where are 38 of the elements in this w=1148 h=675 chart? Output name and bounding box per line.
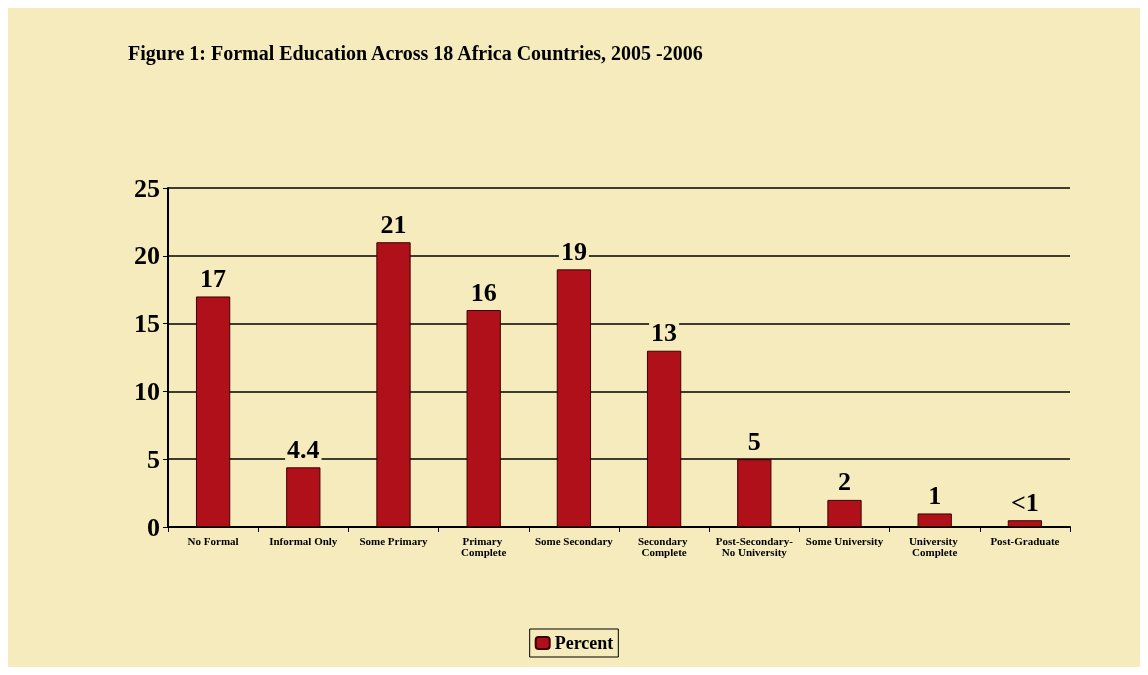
data-label: 2 xyxy=(838,467,851,497)
bar xyxy=(1007,520,1043,527)
data-label: 1 xyxy=(928,480,942,510)
x-tick-label: Post-Graduate xyxy=(990,534,1060,547)
bar xyxy=(917,513,952,527)
bar xyxy=(827,499,862,527)
y-tick-label: 10 xyxy=(134,376,160,406)
x-tick-label: Some University xyxy=(805,534,884,547)
bar xyxy=(466,310,501,527)
x-tick-label: No Formal xyxy=(187,534,239,547)
x-tick-label: Some Secondary xyxy=(534,534,614,547)
x-tick-label: University Complete xyxy=(908,534,961,558)
legend-label: Percent xyxy=(554,633,614,653)
data-label: 4.4 xyxy=(287,434,320,464)
data-label: 16 xyxy=(470,277,497,307)
bar xyxy=(646,350,682,527)
data-label: 21 xyxy=(380,209,407,239)
y-tick-label: 20 xyxy=(134,241,160,271)
x-tick-label: Informal Only xyxy=(269,534,338,547)
y-tick-label: 5 xyxy=(147,444,160,474)
y-tick-label: 15 xyxy=(134,309,160,339)
bar xyxy=(376,242,411,527)
bar xyxy=(286,467,321,527)
x-tick-label: Post-Secondary-No University xyxy=(715,534,794,558)
x-tick-label: Primary Complete xyxy=(461,534,507,558)
data-label: <1 xyxy=(1010,487,1039,517)
chart-title: Figure 1: Formal Education Across 18 Africa Countries, 2005 -2006 xyxy=(128,42,703,65)
data-label: 19 xyxy=(560,236,587,266)
y-tick-label: 0 xyxy=(147,512,160,542)
y-tick-label: 25 xyxy=(134,173,160,203)
bar xyxy=(737,459,772,527)
bar xyxy=(556,269,592,527)
data-label: 17 xyxy=(200,263,227,293)
data-label: 13 xyxy=(651,318,678,348)
data-label: 5 xyxy=(747,426,761,456)
x-tick-label: Secondary Complete xyxy=(637,534,691,558)
bar xyxy=(195,296,231,527)
x-tick-label: Some Primary xyxy=(359,534,429,547)
